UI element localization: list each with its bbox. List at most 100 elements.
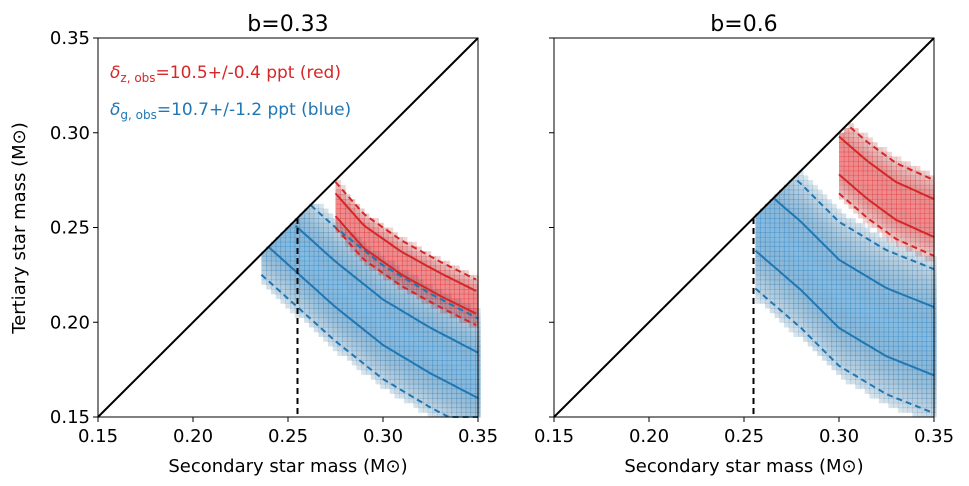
heatmap-cell xyxy=(470,407,476,413)
heatmap-cell xyxy=(836,246,842,252)
heatmap-cell xyxy=(364,222,370,229)
heatmap-cell xyxy=(883,312,890,319)
heatmap-cell xyxy=(327,284,334,290)
heatmap-cell xyxy=(826,260,833,266)
heatmap-cell xyxy=(402,255,408,262)
heatmap-cell xyxy=(912,303,918,309)
heatmap-cell xyxy=(437,369,443,375)
heatmap-cell xyxy=(864,260,871,266)
heatmap-cell xyxy=(843,128,850,134)
heatmap-cell xyxy=(924,246,930,252)
heatmap-cell xyxy=(812,308,818,314)
heatmap-cell xyxy=(881,175,888,181)
heatmap-cell xyxy=(468,274,474,281)
heatmap-cell xyxy=(869,341,875,347)
y-axis-label: Tertiary star mass (M⊙) xyxy=(9,122,30,335)
heatmap-cell xyxy=(821,270,828,276)
heatmap-cell xyxy=(874,345,880,352)
heatmap-cell xyxy=(421,251,427,257)
heatmap-cell xyxy=(275,289,282,295)
heatmap-cell xyxy=(430,279,436,285)
heatmap-cell xyxy=(340,227,346,233)
heatmap-cell xyxy=(308,289,315,295)
heatmap-cell xyxy=(907,327,913,333)
heatmap-cell xyxy=(893,284,899,290)
heatmap-cell xyxy=(465,331,472,337)
heatmap-cell xyxy=(916,270,923,276)
heatmap-cell xyxy=(855,293,861,300)
heatmap-cell xyxy=(342,274,348,281)
heatmap-cell xyxy=(425,270,432,276)
heatmap-cell xyxy=(332,255,339,262)
heatmap-cell xyxy=(831,227,837,233)
heatmap-cell xyxy=(351,251,358,257)
heatmap-cell xyxy=(845,350,852,356)
heatmap-cell xyxy=(399,322,405,328)
heatmap-cell xyxy=(389,345,396,352)
heatmap-cell xyxy=(304,213,310,219)
heatmap-cell xyxy=(926,369,932,375)
heatmap-cell xyxy=(444,289,451,295)
heatmap-cell xyxy=(798,232,804,238)
heatmap-cell xyxy=(373,265,379,271)
heatmap-cell xyxy=(270,270,277,276)
heatmap-cell xyxy=(285,298,291,304)
heatmap-cell xyxy=(354,232,360,238)
heatmap-cell xyxy=(802,293,809,300)
heatmap-cell xyxy=(864,251,871,257)
heatmap-cell xyxy=(839,156,845,162)
heatmap-cell xyxy=(900,232,907,238)
heatmap-cell xyxy=(853,132,859,138)
contour-line xyxy=(754,287,935,415)
heatmap-cell xyxy=(470,374,476,380)
heatmap-cell xyxy=(387,227,394,233)
heatmap-cell xyxy=(900,218,907,224)
heatmap-cell xyxy=(907,379,913,385)
heatmap-cell xyxy=(441,388,448,394)
heatmap-cell xyxy=(812,255,818,262)
heatmap-cell xyxy=(337,298,343,304)
heatmap-cell xyxy=(883,274,890,281)
heatmap-cell xyxy=(380,293,386,300)
heatmap-cell xyxy=(845,222,852,229)
heatmap-cell xyxy=(859,345,866,352)
heatmap-cell xyxy=(836,227,842,233)
heatmap-cell xyxy=(893,345,899,352)
heatmap-cell xyxy=(373,227,379,233)
heatmap-cell xyxy=(460,412,467,418)
heatmap-cell xyxy=(793,241,799,247)
heatmap-cell xyxy=(850,369,856,375)
heatmap-cell xyxy=(812,251,818,257)
heatmap-cell xyxy=(473,317,479,323)
heatmap-cell xyxy=(912,407,918,413)
heatmap-cell xyxy=(327,274,334,281)
heatmap-cell xyxy=(821,237,828,243)
heatmap-cell xyxy=(384,274,391,281)
heatmap-cell xyxy=(435,265,441,271)
heatmap-cell xyxy=(441,341,448,347)
heatmap-cell xyxy=(912,374,918,380)
heatmap-cell xyxy=(858,180,864,186)
heatmap-cell xyxy=(891,156,897,162)
heatmap-cell xyxy=(403,284,410,290)
heatmap-cell xyxy=(878,331,885,337)
heatmap-cell xyxy=(440,274,446,281)
heatmap-cell xyxy=(850,237,856,243)
heatmap-cell xyxy=(313,255,320,262)
heatmap-cell xyxy=(440,289,446,295)
heatmap-cell xyxy=(318,255,324,262)
heatmap-cell xyxy=(929,255,935,262)
heatmap-cell xyxy=(760,208,766,214)
heatmap-cell xyxy=(798,308,804,314)
heatmap-cell xyxy=(335,213,341,219)
heatmap-cell xyxy=(910,241,916,247)
heatmap-cell xyxy=(864,270,871,276)
heatmap-cell xyxy=(872,151,878,157)
heatmap-cell xyxy=(323,331,329,337)
heatmap-cell xyxy=(441,312,448,319)
heatmap-cell xyxy=(456,379,462,385)
heatmap-cell xyxy=(802,251,809,257)
contour-line xyxy=(838,135,935,201)
heatmap-cell xyxy=(392,251,398,257)
heatmap-cell xyxy=(418,345,424,352)
